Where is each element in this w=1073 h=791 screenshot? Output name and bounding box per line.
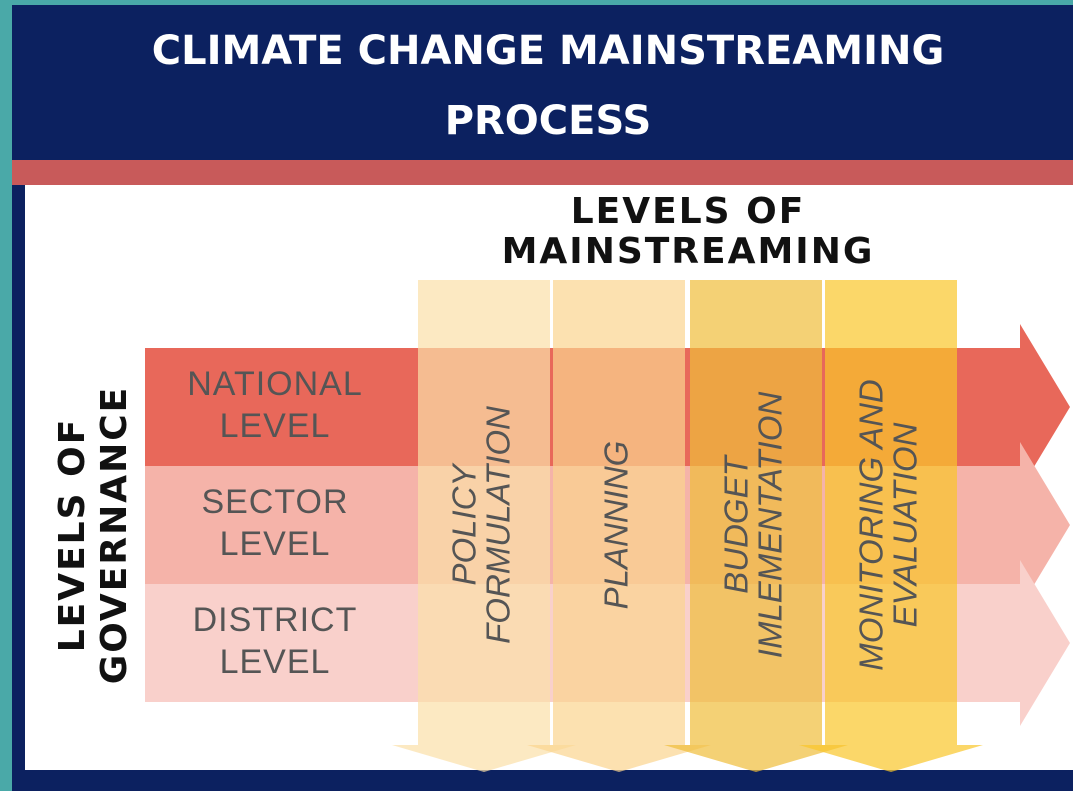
mainstreaming-heading: LEVELS OF bbox=[571, 191, 806, 232]
row-label: SECTOR bbox=[201, 483, 348, 521]
column-label: PLANNING bbox=[598, 441, 635, 610]
column-arrow bbox=[664, 280, 848, 772]
column-arrow bbox=[392, 280, 576, 772]
stripe bbox=[12, 160, 1073, 185]
mainstreaming-heading: MAINSTREAMING bbox=[502, 231, 875, 272]
title: PROCESS bbox=[445, 98, 652, 144]
column-label: IMLEMENTATION bbox=[752, 392, 789, 659]
column-label: FORMULATION bbox=[480, 406, 517, 644]
column-arrow bbox=[799, 280, 983, 772]
column-label: EVALUATION bbox=[887, 422, 924, 627]
row-label: NATIONAL bbox=[187, 365, 363, 403]
column-label: POLICY bbox=[446, 462, 483, 585]
column-label: MONITORING AND bbox=[853, 379, 890, 671]
title: CLIMATE CHANGE MAINSTREAMING bbox=[152, 28, 945, 74]
row-label: LEVEL bbox=[220, 525, 331, 563]
column-label: BUDGET bbox=[718, 453, 755, 593]
governance-heading-group: LEVELS OF GOVERNANCE bbox=[52, 386, 135, 685]
row-label: LEVEL bbox=[220, 643, 331, 681]
column-arrow bbox=[527, 280, 711, 772]
column-label-group: PLANNING bbox=[598, 441, 635, 610]
row-label: LEVEL bbox=[220, 407, 331, 445]
row-label: DISTRICT bbox=[193, 601, 358, 639]
governance-heading: LEVELS OF bbox=[52, 418, 93, 653]
governance-heading: GOVERNANCE bbox=[94, 386, 135, 685]
